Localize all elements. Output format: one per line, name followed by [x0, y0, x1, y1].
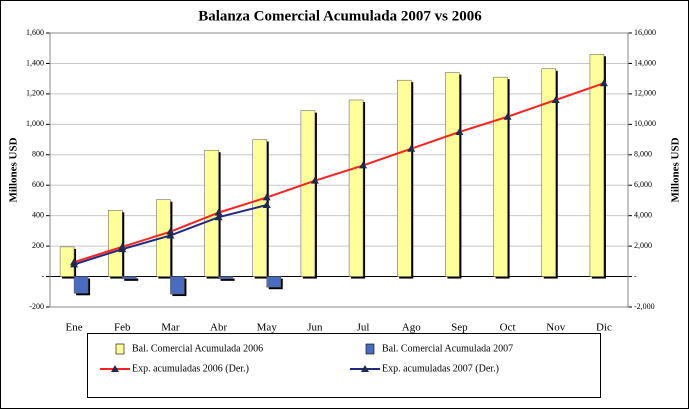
- y-tick-label: -: [41, 271, 44, 280]
- legend-swatch: [115, 343, 125, 355]
- chart-title: Balanza Comercial Acumulada 2007 vs 2006: [198, 8, 482, 24]
- line-marker: [70, 260, 79, 268]
- line-marker: [262, 193, 271, 201]
- x-tick-label: Jul: [357, 322, 370, 334]
- x-tick-label: Jun: [307, 322, 323, 334]
- line-marker: [262, 201, 271, 209]
- bar-shadow: [124, 278, 139, 281]
- legend-marker: [361, 365, 369, 372]
- x-tick-label: Feb: [114, 322, 131, 334]
- x-tick-label: Nov: [546, 322, 565, 334]
- y-tick-label: 1,600: [26, 28, 44, 37]
- x-tick-label: Sep: [451, 322, 468, 334]
- y-tick-label: 1,200: [26, 89, 44, 98]
- line-marker: [407, 144, 416, 152]
- line-marker: [359, 161, 368, 169]
- bar: [348, 99, 364, 277]
- bar: [493, 76, 508, 277]
- y2-tick-label: 14,000: [634, 58, 656, 67]
- legend-box: [87, 333, 601, 398]
- x-tick-label: Mar: [161, 322, 180, 334]
- y-tick-label: 600: [32, 180, 44, 189]
- y-tick-label: 800: [32, 150, 44, 159]
- y2-axis-title: Millones USD: [670, 137, 682, 202]
- legend-label: Bal. Comercial Acumulada 2006: [132, 343, 263, 354]
- y2-tick-label: 2,000: [634, 241, 652, 250]
- bar: [541, 68, 556, 277]
- y-axis-title: Millones USD: [8, 137, 20, 202]
- bar: [589, 54, 605, 277]
- x-tick-label: Ago: [402, 322, 421, 334]
- line-marker: [166, 227, 175, 235]
- line-marker: [551, 95, 560, 103]
- bar: [73, 276, 89, 294]
- y-tick-label: -200: [29, 302, 44, 311]
- bar: [122, 276, 137, 280]
- y2-tick-label: 6,000: [634, 180, 652, 189]
- y2-tick-label: 10,000: [634, 119, 656, 128]
- x-tick-label: Abr: [210, 322, 227, 334]
- bar: [266, 276, 281, 288]
- bar: [218, 276, 233, 280]
- line-marker: [310, 176, 319, 184]
- y2-tick-label: 4,000: [634, 210, 652, 219]
- y-tick-label: 1,400: [26, 58, 44, 67]
- line: [73, 82, 605, 264]
- line-marker: [503, 112, 512, 120]
- y-tick-label: 1,000: [26, 119, 44, 128]
- y-tick-label: 400: [32, 210, 44, 219]
- y2-tick-label: -: [634, 271, 637, 280]
- y2-tick-label: 16,000: [634, 28, 656, 37]
- y-tick-label: 200: [32, 241, 44, 250]
- legend-swatch: [365, 343, 375, 355]
- legend-marker: [111, 365, 119, 372]
- bar: [397, 79, 412, 277]
- line-marker: [599, 79, 608, 87]
- x-tick-label: Ene: [66, 322, 83, 334]
- line-marker: [455, 127, 464, 135]
- bar: [59, 246, 75, 277]
- bar: [445, 72, 460, 277]
- line-marker: [166, 231, 175, 239]
- plot-frame: [49, 32, 629, 308]
- y2-tick-label: 12,000: [634, 89, 656, 98]
- x-tick-label: Oct: [500, 322, 516, 334]
- x-tick-label: Dic: [596, 322, 612, 334]
- legend-label: Exp. acumuladas 2006 (Der.): [132, 363, 249, 374]
- bar: [108, 210, 123, 277]
- legend-label: Bal. Comercial Acumulada 2007: [382, 343, 513, 354]
- line-marker: [214, 213, 223, 221]
- line-marker: [118, 245, 127, 253]
- y2-tick-label: -2,000: [634, 302, 655, 311]
- y2-tick-label: 8,000: [634, 150, 652, 159]
- bar-shadow: [220, 278, 235, 281]
- line-marker: [214, 208, 223, 216]
- bar: [300, 110, 316, 277]
- x-tick-label: May: [257, 322, 278, 334]
- bar: [170, 276, 185, 295]
- legend-label: Exp. acumuladas 2007 (Der.): [382, 363, 499, 374]
